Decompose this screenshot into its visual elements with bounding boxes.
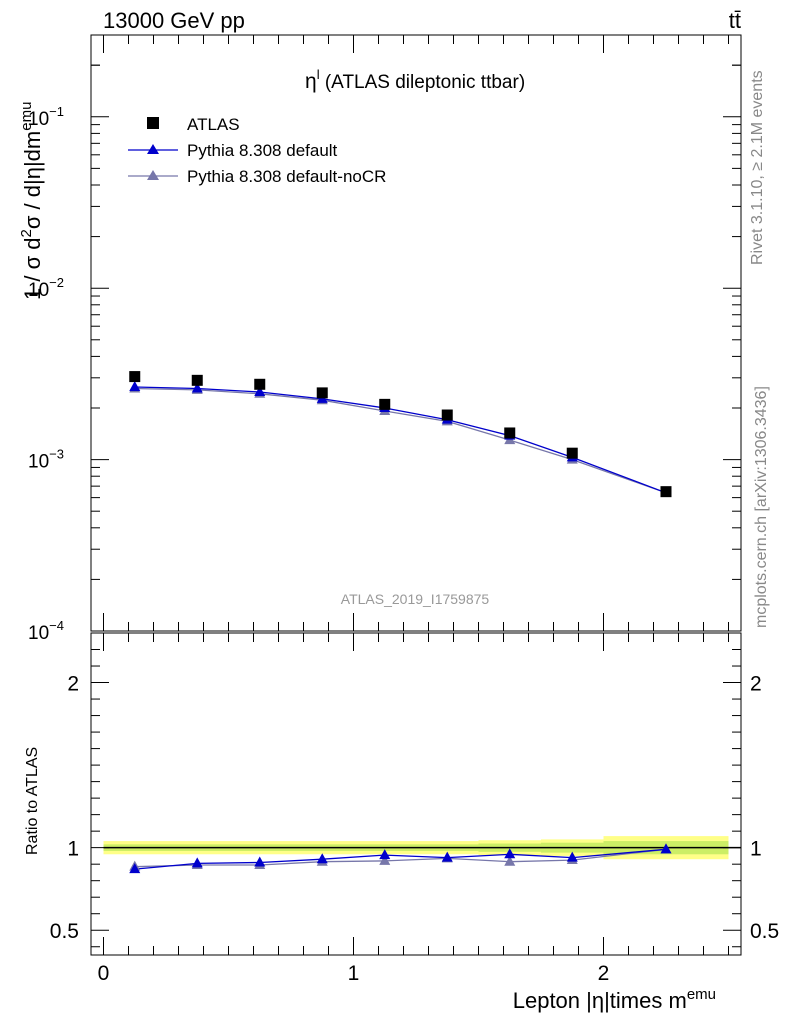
ratio-y-axis-label: Ratio to ATLAS — [24, 747, 41, 855]
ratio-point-series-1 — [504, 855, 516, 866]
legend-default-label: Pythia 8.308 default — [187, 141, 338, 160]
main-y-tick-label: 10−3 — [28, 447, 64, 473]
main-axis-ticks — [91, 34, 741, 632]
ratio-axis-ticks — [91, 633, 741, 955]
energy-label: 13000 GeV pp — [103, 8, 245, 33]
main-series-layer — [129, 371, 672, 498]
main-point-atlas — [129, 371, 141, 383]
main-point-atlas — [316, 387, 328, 399]
x-tick-label: 2 — [598, 962, 610, 985]
main-y-tick-label: 10−4 — [28, 618, 64, 644]
main-point-atlas — [504, 427, 516, 439]
legend: ATLAS Pythia 8.308 default Pythia 8.308 … — [128, 115, 386, 186]
main-point-series-1 — [191, 382, 203, 393]
rivet-label: Rivet 3.1.10, ≥ 2.1M events — [749, 70, 766, 265]
ratio-y-tick-label-right: 2 — [750, 673, 762, 696]
plot-title: ηl (ATLAS dileptonic ttbar) — [305, 67, 525, 93]
main-point-series-1 — [129, 381, 141, 392]
ratio-point-series-0 — [254, 856, 266, 867]
main-panel: 10−4 10−3 10−2 10−1 — [28, 34, 742, 644]
ratio-point-series-0 — [504, 848, 516, 859]
x-tick-labels: 0 1 2 — [98, 962, 610, 985]
main-y-tick-label: 10−1 — [28, 104, 64, 130]
legend-nocr-label: Pythia 8.308 default-noCR — [187, 167, 386, 186]
main-y-tick-labels: 10−4 10−3 10−2 10−1 — [28, 104, 64, 644]
x-tick-label: 0 — [98, 962, 110, 985]
main-y-tick-label: 10−2 — [28, 275, 64, 301]
mcplots-label: mcplots.cern.ch [arXiv:1306.3436] — [753, 386, 770, 628]
process-label: tt̄ — [729, 8, 741, 33]
main-series-line-1 — [134, 386, 667, 494]
ratio-uncertainty-band — [103, 836, 741, 860]
main-point-atlas — [379, 398, 391, 410]
ratio-point-series-0 — [566, 851, 578, 862]
x-tick-label: 1 — [348, 962, 360, 985]
ratio-series-layer — [129, 843, 672, 874]
main-point-atlas — [441, 409, 453, 421]
ratio-panel: 0.5 0.5 1 1 2 2 0 1 2 — [50, 632, 779, 985]
legend-nocr-marker — [147, 170, 159, 180]
ratio-y-tick-label-right: 1 — [750, 838, 762, 861]
ratio-y-tick-label: 1 — [67, 838, 79, 861]
legend-default-marker — [147, 144, 159, 154]
main-point-atlas — [566, 447, 578, 459]
x-axis-label: Lepton |η|times memu — [513, 986, 716, 1013]
ratio-point-series-0 — [379, 849, 391, 860]
ratio-frame — [90, 632, 742, 956]
main-point-atlas — [660, 486, 672, 498]
ratio-point-series-0 — [316, 853, 328, 864]
ratio-y-tick-label: 2 — [67, 673, 79, 696]
ratio-point-series-0 — [129, 863, 141, 874]
main-point-atlas — [191, 374, 203, 386]
analysis-watermark: ATLAS_2019_I1759875 — [341, 591, 490, 607]
main-series-line-2 — [134, 387, 667, 494]
main-point-atlas — [254, 378, 266, 390]
ratio-point-series-0 — [191, 857, 203, 868]
ratio-y-tick-label-right: 0.5 — [750, 920, 779, 943]
main-y-axis-label: 1 / σ d2σ / d|η|dmemu — [18, 102, 45, 300]
main-frame — [90, 34, 742, 632]
ratio-point-series-1 — [379, 854, 391, 865]
ratio-y-tick-label: 0.5 — [50, 920, 79, 943]
main-point-series-1 — [254, 385, 266, 396]
legend-atlas-marker — [147, 117, 159, 129]
ratio-point-series-0 — [660, 843, 672, 854]
legend-atlas-label: ATLAS — [187, 115, 240, 134]
ratio-y-tick-labels: 0.5 0.5 1 1 2 2 — [50, 673, 779, 944]
ratio-point-series-0 — [441, 851, 453, 862]
